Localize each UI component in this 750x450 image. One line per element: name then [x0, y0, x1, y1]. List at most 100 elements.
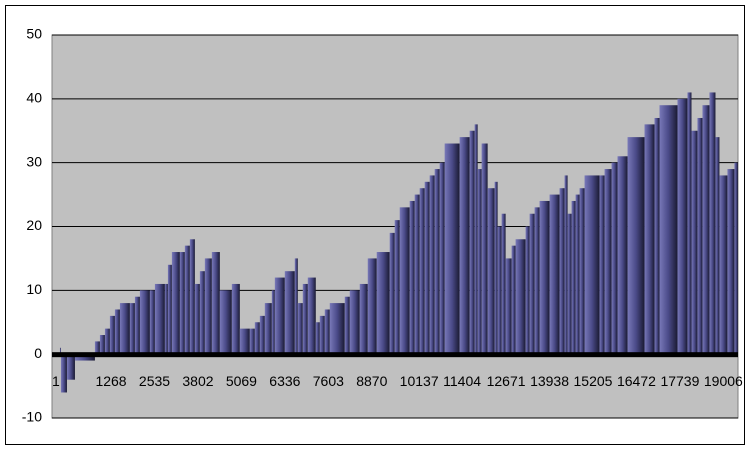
bar [584, 175, 600, 355]
bar [444, 143, 460, 355]
bar [511, 245, 516, 355]
bar [199, 271, 205, 355]
bar [60, 354, 67, 393]
bar [434, 169, 440, 355]
bar [394, 220, 400, 355]
bar [734, 162, 738, 355]
x-tick-label: 19006 [704, 373, 743, 389]
bar [164, 283, 168, 355]
bar [104, 328, 110, 355]
bar [179, 252, 185, 355]
y-tick-label: 20 [26, 217, 42, 233]
bar [399, 207, 410, 355]
bar [194, 283, 200, 355]
bar [149, 290, 155, 355]
bar [497, 226, 502, 355]
bar [687, 92, 692, 355]
bar [709, 92, 716, 355]
bar [231, 283, 240, 355]
bar [271, 290, 275, 355]
bar [424, 181, 430, 355]
bar [571, 200, 576, 355]
bar [559, 188, 565, 355]
bar [719, 175, 728, 355]
bar [319, 315, 325, 355]
bar [59, 347, 61, 355]
bar [239, 328, 250, 355]
bar [697, 117, 703, 355]
bar [617, 156, 628, 355]
bar [204, 258, 212, 355]
bar [727, 169, 735, 355]
bar [324, 309, 330, 355]
bar [529, 213, 535, 355]
bar [211, 252, 220, 355]
bar [307, 277, 316, 355]
x-tick-label: 10137 [400, 373, 439, 389]
x-tick-label: 2535 [139, 373, 170, 389]
bar [254, 322, 260, 355]
bar [505, 258, 512, 355]
bar [359, 283, 368, 355]
bar [487, 188, 495, 355]
y-tick-label: 50 [26, 26, 42, 42]
bar [439, 162, 445, 355]
bar [414, 194, 420, 355]
bar [459, 137, 470, 355]
x-tick-label: 11404 [443, 373, 481, 389]
bar [494, 181, 498, 355]
bar [515, 239, 526, 355]
bar [611, 162, 618, 355]
x-tick-label: 12671 [487, 373, 526, 389]
bar [114, 309, 120, 355]
y-tick-label: 10 [26, 281, 42, 297]
bar [474, 124, 478, 355]
bar [367, 258, 377, 355]
bar [329, 303, 345, 355]
bar [219, 290, 232, 355]
bar [139, 290, 150, 355]
x-tick-label: 15205 [574, 373, 613, 389]
bar [549, 194, 560, 355]
x-tick-label: 13938 [530, 373, 569, 389]
zero-floor [52, 352, 738, 358]
bar [579, 188, 585, 355]
bar [627, 137, 645, 355]
bar [66, 354, 75, 380]
bar [534, 207, 540, 355]
x-tick-label: 1 [52, 373, 60, 389]
bar [294, 258, 298, 355]
bar [501, 213, 506, 355]
bar [109, 315, 115, 355]
bar [99, 335, 105, 355]
bar [167, 264, 172, 355]
bar [376, 252, 390, 355]
y-tick-label: 0 [34, 345, 42, 361]
bar [575, 194, 580, 355]
x-tick-label: 8870 [356, 373, 387, 389]
bar [297, 303, 303, 355]
bar [644, 124, 655, 355]
bar [702, 105, 710, 355]
bar [344, 296, 350, 355]
y-tick-label: 30 [26, 153, 42, 169]
bar [302, 283, 308, 355]
bar [315, 322, 320, 355]
bar [74, 354, 95, 361]
bar [274, 277, 285, 355]
y-tick-label: -10 [22, 409, 42, 425]
bar [564, 175, 568, 355]
bar [389, 232, 395, 355]
bar [259, 315, 265, 355]
bar [525, 226, 530, 355]
bar [567, 213, 572, 355]
x-tick-label: 6336 [269, 373, 300, 389]
bar [249, 328, 255, 355]
bar [659, 105, 678, 355]
bar [691, 130, 698, 355]
bar [604, 169, 612, 355]
bar [539, 200, 550, 355]
bar [599, 175, 605, 355]
bar [677, 98, 688, 355]
